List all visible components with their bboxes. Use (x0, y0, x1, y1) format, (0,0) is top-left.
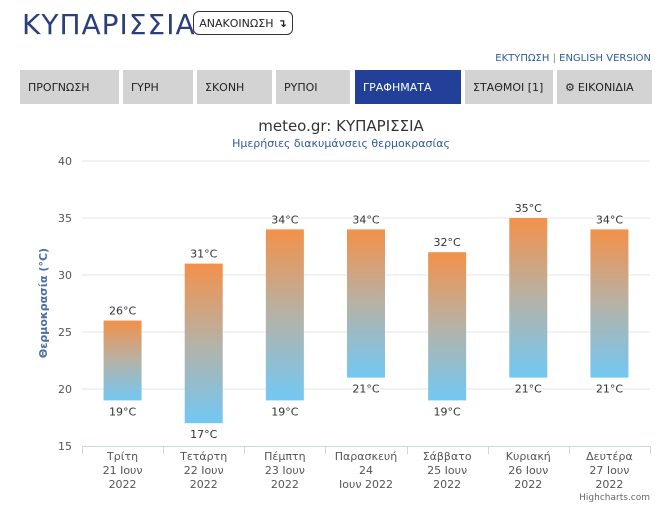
high-temp-label: 34°C (271, 213, 298, 226)
x-tick-label: 2022 (514, 478, 542, 491)
x-tick-label: 22 Ιουν (184, 464, 224, 477)
high-temp-label: 31°C (190, 248, 217, 261)
high-temp-label: 32°C (434, 236, 461, 249)
tab-label: ΣΚΟΝΗ (205, 80, 245, 94)
page-title: ΚΥΠΑΡΙΣΣΙΑ (22, 8, 196, 41)
temperature-range-bar (347, 229, 385, 378)
x-tick-label: 23 Ιουν (265, 464, 305, 477)
x-tick-label: Κυριακή (506, 450, 551, 463)
temperature-range-bar (428, 252, 467, 401)
x-tick-label: 2022 (433, 478, 461, 491)
temperature-range-bar (509, 218, 548, 378)
tab-label: ΓΥΡΗ (131, 80, 159, 94)
low-temp-label: 19°C (109, 405, 136, 418)
x-tick-label: 2022 (109, 478, 137, 491)
high-temp-label: 34°C (596, 213, 623, 226)
y-tick-label: 30 (58, 269, 72, 282)
tab-stations[interactable]: ΣΤΑΘΜΟΙ [1] (465, 70, 553, 104)
low-temp-label: 21°C (352, 383, 379, 396)
high-temp-label: 26°C (109, 305, 136, 318)
tab-label: ΕΙΚΟΝΙΔΙΑ (577, 80, 634, 94)
chart-title: meteo.gr: ΚΥΠΑΡΙΣΣΙΑ (258, 117, 424, 135)
low-temp-label: 17°C (190, 428, 217, 441)
tab-pollen[interactable]: ΓΥΡΗ (123, 70, 193, 104)
print-link[interactable]: ΕΚΤΥΠΩΣΗ (495, 53, 550, 64)
x-tick-label: 2022 (595, 478, 623, 491)
tab-label: ΣΤΑΘΜΟΙ [1] (473, 80, 544, 94)
x-tick-label: Σάββατο (423, 450, 472, 463)
low-temp-label: 19°C (271, 405, 298, 418)
tab-pollutants[interactable]: ΡΥΠΟΙ (276, 70, 350, 104)
tab-label: ΠΡΟΓΝΩΣΗ (28, 80, 90, 94)
tab-dust[interactable]: ΣΚΟΝΗ (197, 70, 272, 104)
announcement-label: ΑΝΑΚΟΙΝΩΣΗ (199, 16, 274, 30)
x-tick-label: Παρασκευή (335, 450, 398, 463)
english-version-link[interactable]: ENGLISH VERSION (559, 53, 651, 64)
tab-bar: ΠΡΟΓΝΩΣΗ ΓΥΡΗ ΣΚΟΝΗ ΡΥΠΟΙ ΓΡΑΦΗΜΑΤΑ ΣΤΑΘ… (20, 70, 652, 104)
x-tick-label: 2022 (190, 478, 218, 491)
temperature-range-bar (590, 229, 629, 378)
top-links: ΕΚΤΥΠΩΣΗ | ENGLISH VERSION (495, 53, 651, 64)
high-temp-label: 35°C (515, 202, 542, 215)
x-tick-label: Πέμπτη (264, 450, 305, 463)
high-temp-label: 34°C (352, 213, 379, 226)
tab-forecast[interactable]: ΠΡΟΓΝΩΣΗ (20, 70, 119, 104)
y-tick-label: 15 (58, 440, 72, 453)
x-tick-label: 24 (359, 464, 373, 477)
arrow-down-turn-icon: ↴ (277, 16, 287, 30)
y-tick-label: 20 (58, 383, 72, 396)
x-tick-label: 25 Ιουν (427, 464, 467, 477)
temperature-range-bar (103, 320, 142, 401)
x-tick-label: 26 Ιουν (508, 464, 548, 477)
x-tick-label: Τρίτη (106, 450, 138, 463)
y-tick-label: 35 (58, 212, 72, 225)
y-tick-label: 25 (58, 326, 72, 339)
x-tick-label: 2022 (271, 478, 299, 491)
x-tick-label: 21 Ιουν (103, 464, 143, 477)
announcement-button[interactable]: ΑΝΑΚΟΙΝΩΣΗ ↴ (193, 11, 293, 35)
temperature-range-bar (265, 229, 304, 401)
x-tick-label: Δευτέρα (586, 450, 633, 463)
credits-link[interactable]: Highcharts.com (579, 493, 650, 503)
low-temp-label: 21°C (515, 383, 542, 396)
x-tick-label: Ιουν 2022 (339, 478, 393, 491)
tab-label: ΡΥΠΟΙ (284, 80, 318, 94)
x-tick-label: 27 Ιουν (589, 464, 629, 477)
x-tick-label: Τετάρτη (179, 450, 227, 463)
tab-label: ΓΡΑΦΗΜΑΤΑ (363, 80, 432, 94)
temperature-range-bar (184, 263, 223, 424)
y-axis-title: Θερμοκρασία (°C) (37, 248, 50, 358)
tab-graphs[interactable]: ΓΡΑΦΗΜΑΤΑ (355, 70, 461, 104)
gear-icon: ⚙ (565, 80, 575, 94)
low-temp-label: 21°C (596, 383, 623, 396)
chart-subtitle: Ημερήσιες διακυμάνσεις θερμοκρασίας (232, 137, 450, 150)
y-tick-label: 40 (58, 155, 72, 168)
low-temp-label: 19°C (434, 405, 461, 418)
link-separator: | (552, 53, 556, 64)
tab-widgets[interactable]: ⚙ ΕΙΚΟΝΙΔΙΑ (557, 70, 652, 104)
